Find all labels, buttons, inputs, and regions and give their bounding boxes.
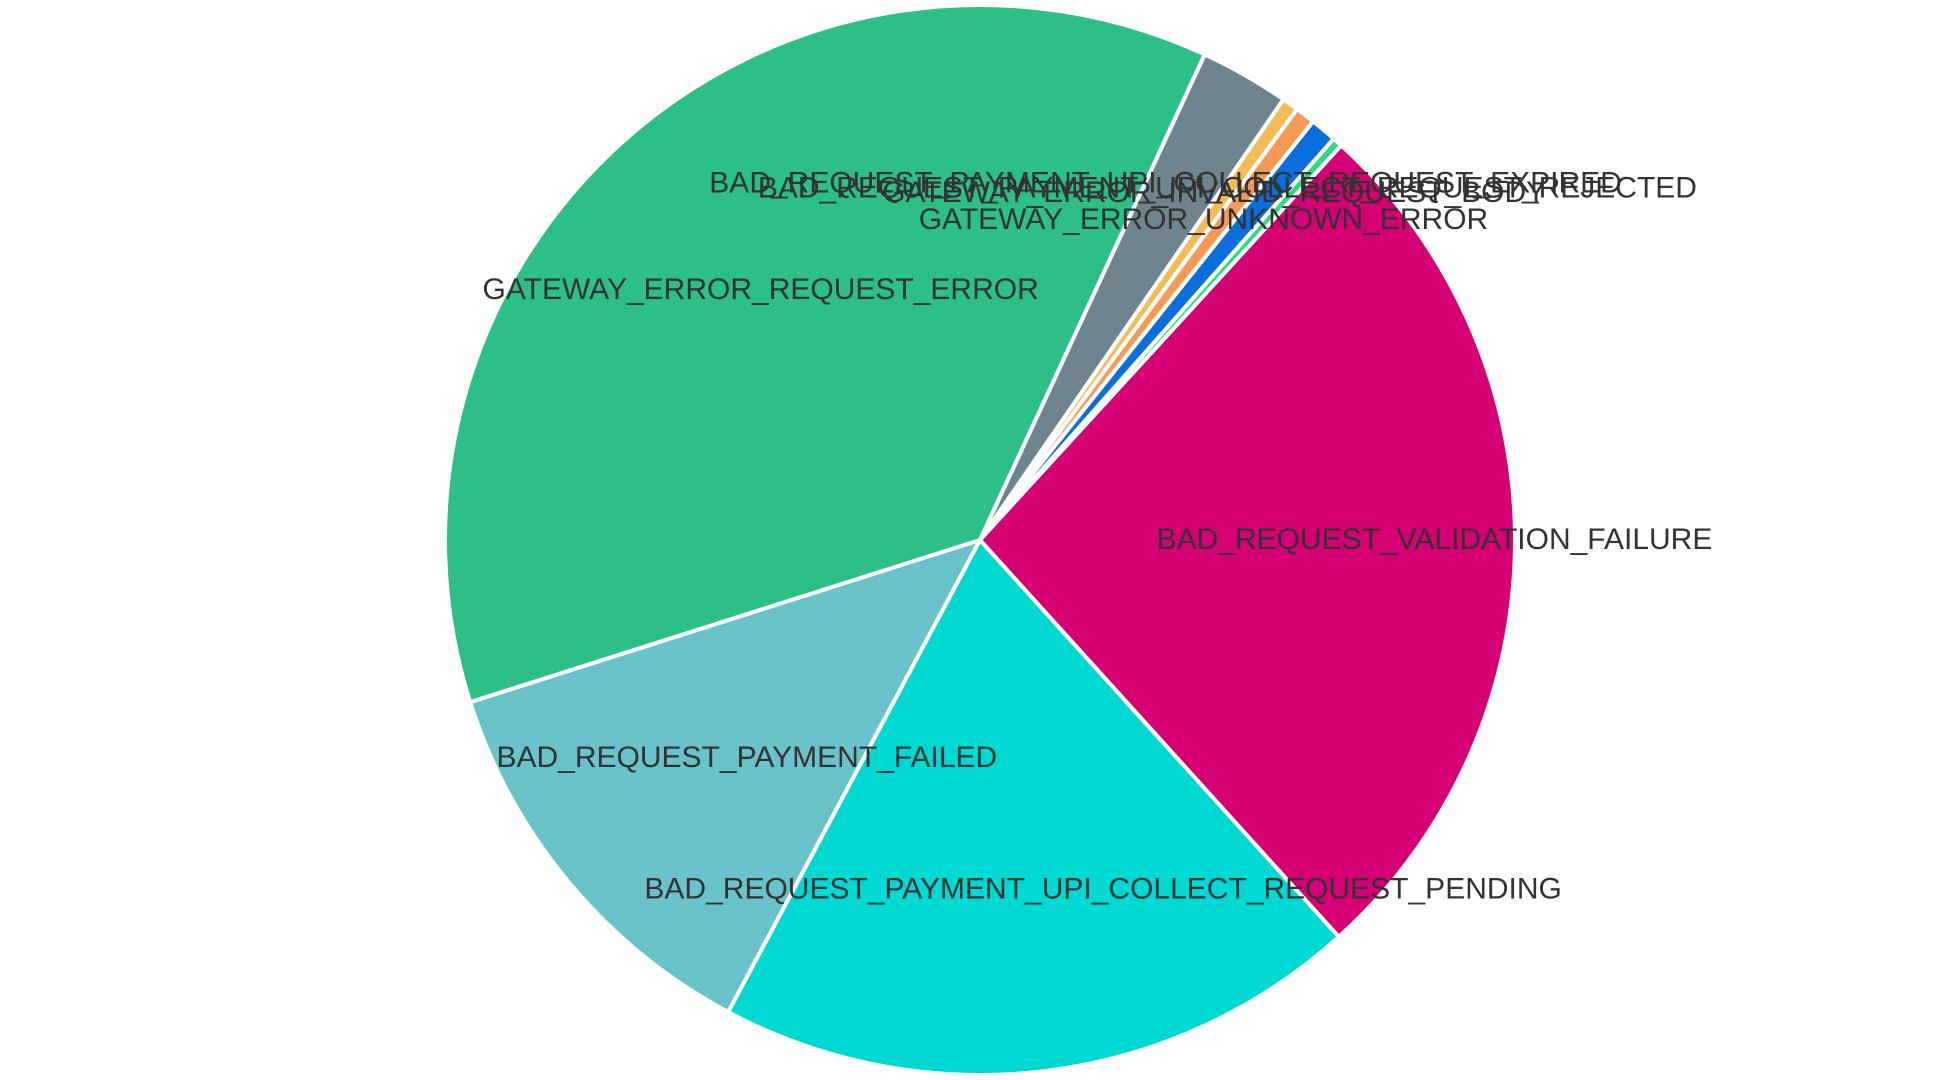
slice-label: BAD_REQUEST_PAYMENT_UPI_COLLECT_REQUEST_… (758, 172, 1697, 205)
pie-slice (978, 143, 1517, 939)
pie-slice (468, 538, 982, 1015)
slice-label: GATEWAY_ERROR_UNKNOWN_ERROR (919, 203, 1489, 236)
slice-label: BAD_REQUEST_PAYMENT_FAILED (497, 741, 998, 774)
slice-label: BAD_REQUEST_VALIDATION_FAILURE (1157, 523, 1713, 556)
pie-slice (443, 3, 1207, 705)
slice-label: BAD_REQUEST_PAYMENT_UPI_COLLECT_REQUEST_… (709, 167, 1621, 200)
pie-labels: BAD_REQUEST_PAYMENT_UPI_COLLECT_REQUEST_… (483, 167, 1713, 906)
pie-slices (443, 3, 1517, 1078)
slice-label: BAD_REQUEST_PAYMENT_UPI_COLLECT_REQUEST_… (644, 872, 1561, 905)
slice-label: GATEWAY_ERROR_INVALID_REQUEST_BODY (882, 176, 1546, 209)
pie-slice (726, 538, 1341, 1078)
slice-label: GATEWAY_ERROR_REQUEST_ERROR (483, 273, 1039, 306)
